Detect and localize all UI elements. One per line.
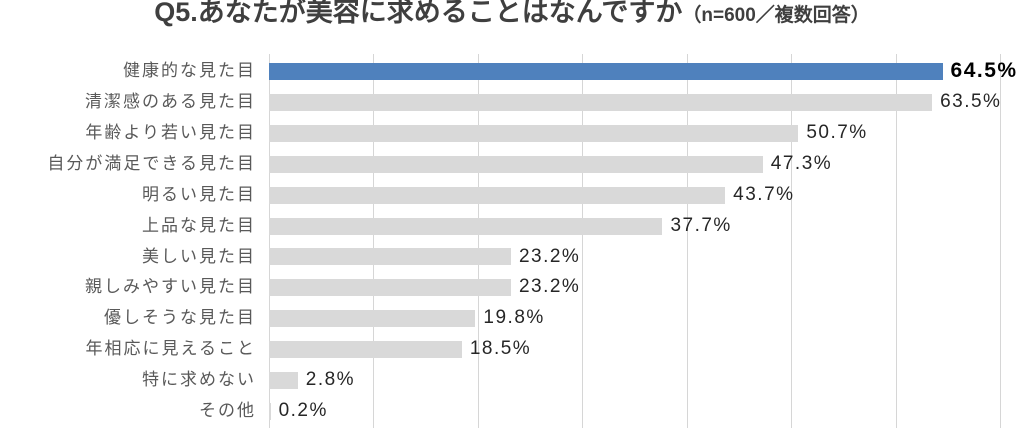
gridline — [1000, 54, 1001, 428]
category-label: 年相応に見えること — [85, 339, 256, 359]
bar — [268, 186, 726, 204]
value-label: 37.7% — [670, 214, 732, 236]
value-label: 23.2% — [518, 276, 581, 298]
gridline — [582, 54, 583, 428]
category-label: その他 — [199, 401, 256, 421]
bar — [268, 372, 298, 390]
value-label: 47.3% — [770, 152, 833, 174]
bar — [268, 124, 799, 142]
y-axis-line — [268, 54, 270, 428]
bar — [268, 403, 271, 421]
bar — [268, 279, 511, 297]
value-label: 19.8% — [483, 307, 545, 329]
chart-title-note: （n=600／複数回答） — [682, 5, 870, 26]
category-label: 上品な見た目 — [142, 215, 256, 235]
bar — [268, 310, 476, 328]
bar — [268, 248, 511, 266]
value-label: 2.8% — [305, 369, 356, 391]
value-label: 64.5% — [950, 59, 1018, 82]
gridline — [373, 54, 374, 428]
bar — [268, 341, 462, 359]
gridline — [895, 54, 897, 428]
bar — [268, 217, 663, 235]
gridline — [791, 54, 792, 428]
category-label: 年齢より若い見た目 — [85, 122, 256, 142]
value-label: 18.5% — [469, 338, 532, 360]
value-label: 23.2% — [518, 245, 581, 267]
category-label: 清潔感のある見た目 — [85, 91, 256, 111]
category-label: 自分が満足できる見た目 — [47, 153, 256, 173]
value-label: 0.2% — [278, 400, 328, 422]
category-label: 健康的な見た目 — [123, 61, 256, 80]
gridline — [686, 54, 688, 428]
value-label: 50.7% — [806, 121, 868, 143]
category-label: 特に求めない — [142, 370, 256, 390]
value-label: 43.7% — [733, 183, 795, 205]
gridline — [477, 54, 479, 428]
category-label: 明るい見た目 — [142, 184, 256, 204]
chart-title-main: Q5.あなたが美容に求めることはなんですか — [154, 0, 683, 27]
bar — [268, 155, 763, 173]
category-label: 優しそうな見た目 — [104, 308, 256, 328]
bar — [268, 93, 933, 111]
category-label: 親しみやすい見た目 — [85, 277, 256, 297]
category-label: 美しい見た目 — [142, 246, 256, 266]
value-label: 63.5% — [940, 90, 1002, 112]
bar — [268, 62, 943, 80]
chart-title: Q5.あなたが美容に求めることはなんですか（n=600／複数回答） — [0, 0, 1024, 38]
